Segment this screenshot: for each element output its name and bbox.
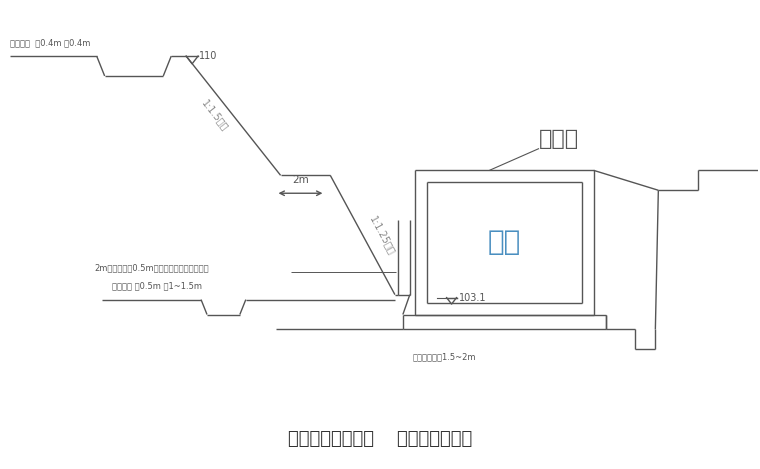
Text: 2m长木桩间距0.5m插入地坑上用竹管固围栏: 2m长木桩间距0.5m插入地坑上用竹管固围栏: [95, 263, 209, 272]
Text: 1:1.25坡坡: 1:1.25坡坡: [368, 214, 397, 256]
Text: 110: 110: [199, 51, 217, 61]
Text: 脚手架设宽度1.5~2m: 脚手架设宽度1.5~2m: [413, 353, 477, 362]
Text: 2m: 2m: [292, 175, 309, 185]
Text: 引水渠: 引水渠: [539, 129, 579, 149]
Text: 基坑: 基坑: [488, 228, 521, 257]
Text: 排水明沟  深0.4m 宽0.4m: 排水明沟 深0.4m 宽0.4m: [10, 38, 90, 48]
Text: 103.1: 103.1: [458, 293, 486, 303]
Text: 需要时增加松木桩    边坡加固示意图: 需要时增加松木桩 边坡加固示意图: [288, 430, 472, 448]
Text: 排水明沟 深0.5m 宽1~1.5m: 排水明沟 深0.5m 宽1~1.5m: [112, 281, 201, 290]
Text: 1:1.5坡坡: 1:1.5坡坡: [200, 98, 231, 133]
